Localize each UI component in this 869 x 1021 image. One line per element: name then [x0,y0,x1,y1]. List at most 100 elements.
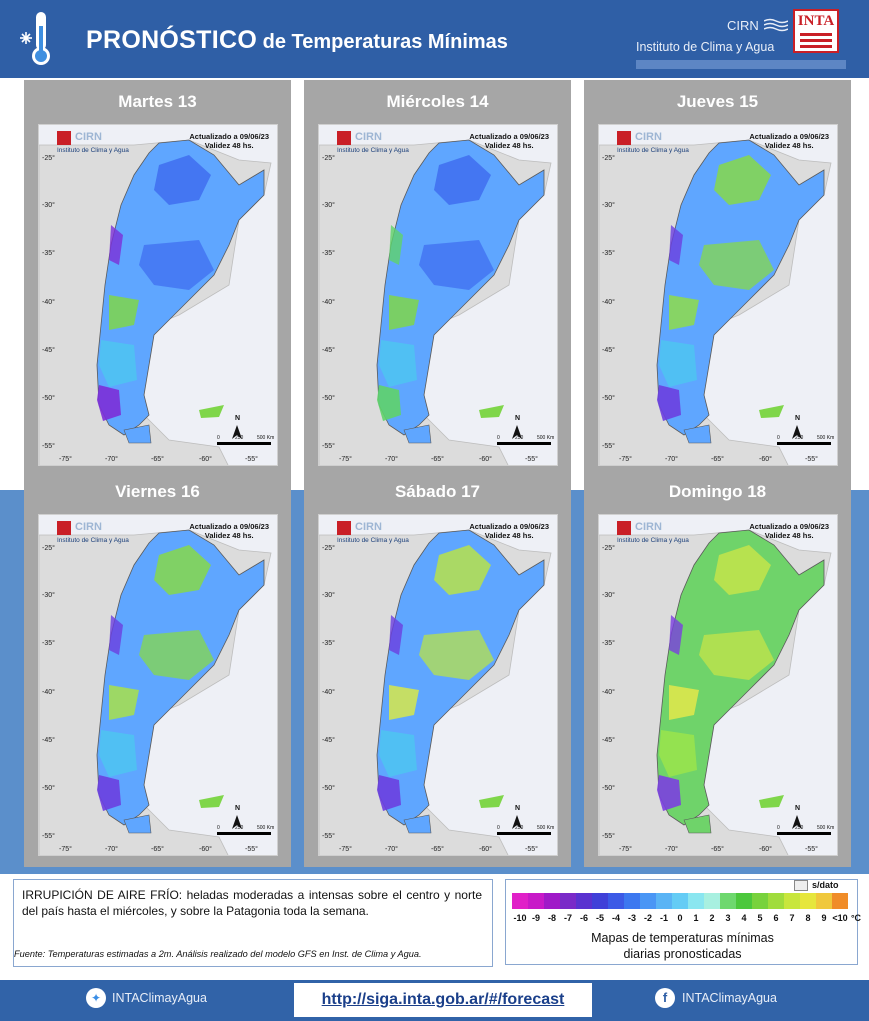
day-title: Martes 13 [118,92,197,111]
north-arrow-icon [792,425,802,439]
scale-label: 250 [235,825,244,831]
map-graphic [39,125,277,465]
forecast-note: IRRUPICIÓN DE AIRE FRÍO: heladas moderad… [13,879,493,967]
map-updated: Actualizado a 09/06/23 [749,132,829,141]
scale-label: 250 [515,825,524,831]
scale-bar [497,442,551,445]
legend-swatch [544,893,560,909]
lat-tick-label: -55° [42,443,55,450]
inta-mini-logo [337,521,351,535]
lat-tick-label: -30° [602,202,615,209]
lon-tick-label: -60° [759,846,772,853]
scale-label: 500 Km [817,435,835,441]
map-validity: Validez 48 hs. [764,141,814,151]
legend-caption: Mapas de temperaturas mínimas diarias pr… [506,930,859,963]
url-box: http://siga.inta.gob.ar/#/forecast [294,983,592,1017]
legend-swatches [512,893,848,909]
lat-tick-label: -50° [42,785,55,792]
map-logo-inst: Instituto de Clima y Agua [337,147,409,154]
note-source: Fuente: Temperaturas estimadas a 2m. Aná… [14,949,422,959]
forecast-panel: Viernes 16 CIRN Instituto de Clima y Agua A… [24,470,291,867]
lat-tick-label: -45° [42,347,55,354]
map-logo-inst: Instituto de Clima y Agua [617,147,689,154]
legend-swatch [832,893,848,909]
inta-logo-text: INTA [797,13,835,29]
lat-tick-label: -25° [322,155,335,162]
twitter-icon[interactable]: ✦ [86,988,106,1008]
forecast-link[interactable]: http://siga.inta.gob.ar/#/forecast [321,991,565,1008]
inta-mini-logo [57,521,71,535]
forecast-panel: Sábado 17 CIRN Instituto de Clima y Agua Ac… [304,470,571,867]
legend-caption-line1: Mapas de temperaturas mínimas [591,931,774,945]
legend-tick-label: -8 [547,913,556,923]
map-logo-cirn: CIRN [75,131,102,143]
note-text: IRRUPICIÓN DE AIRE FRÍO: heladas moderad… [22,888,482,919]
lat-tick-label: -30° [322,592,335,599]
scale-label: 250 [795,435,804,441]
lat-tick-label: -35° [42,640,55,647]
lat-tick-label: -35° [42,250,55,257]
nodata-swatch [794,880,808,891]
north-arrow-icon [232,815,242,829]
legend-swatch [592,893,608,909]
header-bar: PRONÓSTICO de Temperaturas Mínimas CIRN … [0,0,869,78]
map-updated: Actualizado a 09/06/23 [189,132,269,141]
map-update-info: Actualizado a 09/06/23 Validez 48 hs. [749,132,829,151]
lat-tick-label: -50° [42,395,55,402]
footer-bar: ✦ INTAClimayAgua http://siga.inta.gob.ar… [0,980,869,1021]
facebook-handle[interactable]: INTAClimayAgua [682,991,777,1005]
legend-tick-label: -1 [659,913,668,923]
lat-tick-label: -40° [322,689,335,696]
lat-tick-label: -55° [42,833,55,840]
lat-tick-label: -55° [322,443,335,450]
north-arrow-icon [512,425,522,439]
twitter-handle[interactable]: INTAClimayAgua [112,991,207,1005]
lon-tick-label: -60° [479,846,492,853]
lat-tick-label: -25° [42,155,55,162]
map-graphic [599,515,837,855]
temperature-map: CIRN Instituto de Clima y Agua Actualizado… [318,514,558,856]
scale-bar [497,832,551,835]
map-update-info: Actualizado a 09/06/23 Validez 48 hs. [189,132,269,151]
legend-tick-label: -7 [563,913,572,923]
legend-swatch [816,893,832,909]
lon-tick-label: -70° [385,456,398,463]
legend-tick-label: 0 [677,913,683,923]
title-secondary: de Temperaturas Mínimas [257,31,508,53]
lon-tick-label: -65° [711,846,724,853]
lon-tick-label: -75° [339,456,352,463]
map-update-info: Actualizado a 09/06/23 Validez 48 hs. [469,132,549,151]
legend-swatch [512,893,528,909]
map-update-info: Actualizado a 09/06/23 Validez 48 hs. [469,522,549,541]
title-primary: PRONÓSTICO [86,26,258,54]
scale-label: 500 Km [257,825,275,831]
map-validity: Validez 48 hs. [484,531,534,541]
map-validity: Validez 48 hs. [764,531,814,541]
map-update-info: Actualizado a 09/06/23 Validez 48 hs. [189,522,269,541]
inta-mini-logo [337,131,351,145]
lat-tick-label: -25° [602,155,615,162]
legend-swatch [720,893,736,909]
legend-swatch [608,893,624,909]
legend-swatch [784,893,800,909]
forecast-panel: Domingo 18 CIRN Instituto de Clima y Agua A… [584,470,851,867]
day-title: Sábado 17 [394,482,481,501]
scale-label: 0 [217,825,220,831]
nodata-label: s/dato [812,880,839,890]
scale-label: 0 [777,825,780,831]
lat-tick-label: -35° [602,250,615,257]
lon-tick-label: -65° [431,846,444,853]
lon-tick-label: -70° [665,846,678,853]
lat-tick-label: -35° [322,640,335,647]
facebook-icon[interactable]: f [655,988,675,1008]
lat-tick-label: -50° [322,785,335,792]
legend-tick-label: 1 [693,913,699,923]
map-validity: Validez 48 hs. [204,141,254,151]
legend-tick-label: 8 [805,913,811,923]
map-graphic [599,125,837,465]
lon-tick-label: -75° [59,846,72,853]
lon-tick-label: -75° [59,456,72,463]
page-title: PRONÓSTICO de Temperaturas Mínimas [86,26,508,55]
lon-tick-label: -55° [525,456,538,463]
north-label: N [515,415,521,422]
